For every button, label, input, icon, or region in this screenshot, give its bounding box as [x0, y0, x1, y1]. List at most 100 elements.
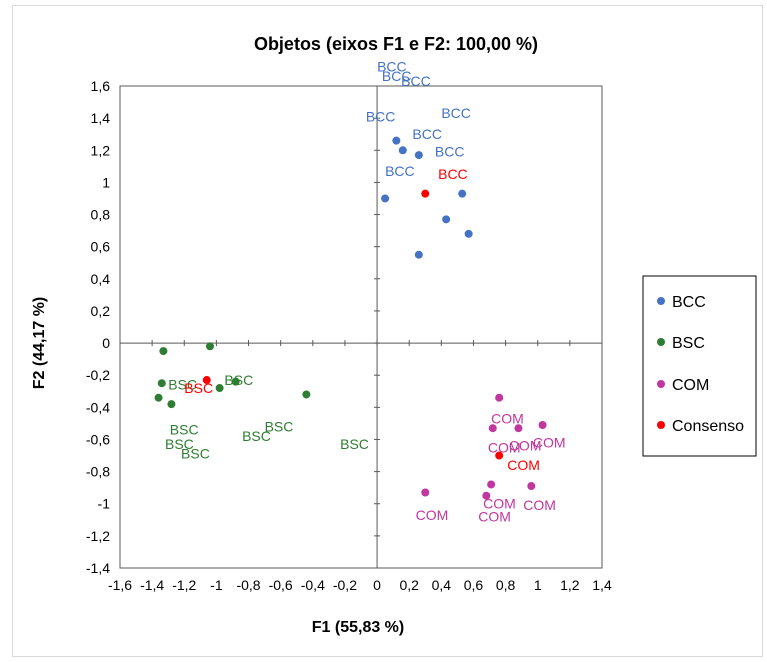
bcc-point [414, 151, 423, 160]
consenso-point [202, 376, 211, 385]
x-tick-label: -0,8 [236, 577, 260, 593]
com-data-label: COM [416, 507, 449, 523]
y-tick-label: 0,2 [91, 303, 111, 319]
com-point [495, 393, 504, 402]
consenso-point [421, 189, 430, 198]
bcc-point [414, 250, 423, 259]
y-tick-label: 0,4 [91, 271, 111, 287]
legend-label-com: COM [672, 377, 709, 394]
bcc-point [442, 215, 451, 224]
bcc-point [392, 136, 401, 145]
bsc-point [215, 384, 224, 393]
bsc-data-label: BSC [224, 372, 253, 388]
com-point [487, 480, 496, 489]
plot-area [119, 85, 603, 569]
com-data-label: COM [491, 410, 524, 426]
bcc-data-label: BCC [412, 126, 442, 142]
x-tick-label: -1,6 [108, 577, 132, 593]
com-data-label: COM [483, 496, 516, 512]
consenso-data-label: BSC [184, 380, 213, 396]
com-point [527, 482, 536, 491]
x-tick-label: -1,2 [172, 577, 196, 593]
bcc-data-label: BCC [401, 73, 431, 89]
data-points [154, 136, 547, 500]
x-tick-label: -1,4 [140, 577, 164, 593]
bsc-point [159, 347, 168, 356]
bsc-data-label: BSC [181, 446, 210, 462]
x-tick-label: 0,8 [496, 577, 516, 593]
bsc-data-label: BSC [170, 422, 199, 438]
x-tick-label: -0,4 [301, 577, 325, 593]
legend-marker-consenso [657, 421, 665, 429]
x-tick-label: 1,4 [592, 577, 612, 593]
x-tick-label: 0 [373, 577, 381, 593]
bsc-point [167, 400, 176, 409]
x-tick-label: -0,2 [333, 577, 357, 593]
y-tick-label: -0,6 [86, 431, 110, 447]
y-tick-label: -0,8 [86, 464, 110, 480]
bsc-data-label: BSC [265, 418, 294, 434]
com-data-label: COM [509, 438, 542, 454]
bcc-point [398, 146, 407, 155]
legend: BCC BSC COM Consenso [642, 275, 757, 457]
bcc-data-label: BCC [441, 105, 471, 121]
legend-marker-com [657, 380, 665, 388]
com-data-label: COM [488, 439, 521, 455]
y-axis-title: F2 (44,17 %) [31, 297, 48, 389]
com-point [482, 491, 491, 500]
x-tick-label: 0,2 [399, 577, 419, 593]
bcc-data-label: BCC [382, 68, 412, 84]
y-tick-label: 0 [102, 335, 110, 351]
bsc-data-label: BSC [165, 436, 194, 452]
bcc-point [464, 229, 473, 238]
y-tick-label: -1,4 [86, 560, 110, 576]
consenso-data-label: COM [507, 457, 540, 473]
legend-label-consenso: Consenso [672, 418, 744, 435]
bcc-data-label: BCC [435, 144, 465, 160]
consenso-data-label: BCC [438, 166, 468, 182]
y-tick-label: -0,2 [86, 367, 110, 383]
bsc-data-label: BSC [168, 377, 197, 393]
com-data-label: COM [533, 435, 566, 451]
com-data-label: COM [478, 508, 511, 524]
x-tick-label: 1,2 [560, 577, 580, 593]
x-tick-label: -0,6 [269, 577, 293, 593]
tick-labels: -1,6 -1,4 -1,2 -1 -0,8 -0,6 -0,4 -0,2 0 0,2 0,4 0,6… [86, 78, 612, 593]
bcc-point [458, 189, 467, 198]
bsc-point [231, 377, 240, 386]
bsc-point [157, 379, 166, 388]
com-point [514, 424, 523, 433]
consenso-point [495, 451, 504, 460]
y-tick-label: -1,2 [86, 528, 110, 544]
com-point [488, 424, 497, 433]
y-tick-label: 0,6 [91, 239, 111, 255]
com-point [421, 488, 430, 497]
bsc-point [302, 390, 311, 399]
y-tick-label: 1 [102, 174, 110, 190]
x-tick-label: 0,6 [464, 577, 484, 593]
com-data-label: COM [523, 497, 556, 513]
y-tick-label: 1,2 [91, 142, 111, 158]
bcc-data-label: BCC [366, 108, 396, 124]
legend-marker-bcc [657, 297, 665, 305]
legend-label-bcc: BCC [672, 294, 706, 311]
y-tick-label: 1,6 [91, 78, 111, 94]
bcc-data-label: BCC [377, 59, 407, 75]
bsc-data-label: BSC [340, 436, 369, 452]
chart-frame [12, 5, 763, 657]
bsc-point [154, 393, 163, 402]
chart-title: Objetos (eixos F1 e F2: 100,00 %) [254, 34, 538, 54]
bsc-data-label: BSC [242, 428, 271, 444]
y-tick-label: -0,4 [86, 399, 110, 415]
y-tick-label: 0,8 [91, 207, 111, 223]
x-tick-label: 0,4 [432, 577, 452, 593]
bcc-data-label: BCC [385, 163, 415, 179]
legend-label-bsc: BSC [672, 335, 705, 352]
y-tick-label: -1 [98, 496, 111, 512]
bsc-point [205, 342, 214, 351]
bcc-point [381, 194, 390, 203]
x-tick-label: -1 [210, 577, 223, 593]
legend-marker-bsc [657, 338, 665, 346]
